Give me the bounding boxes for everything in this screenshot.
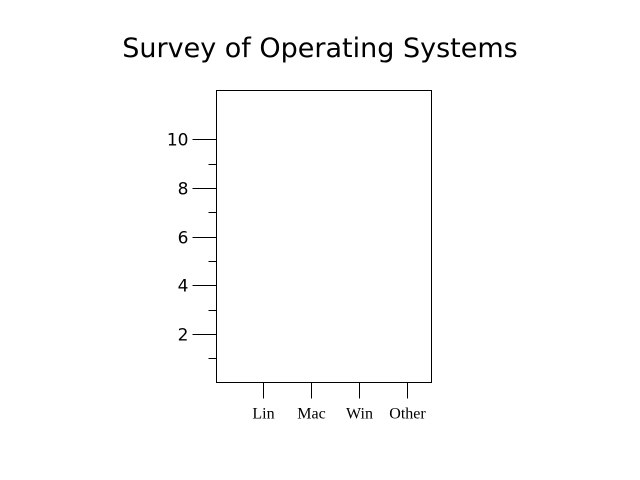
x-tick-label: Win bbox=[346, 406, 373, 423]
y-axis: 2 4 6 8 10 bbox=[167, 131, 217, 359]
x-tick-label: Mac bbox=[297, 406, 325, 423]
chart-title: Survey of Operating Systems bbox=[122, 33, 517, 64]
y-tick-label: 8 bbox=[178, 180, 189, 200]
y-tick-label: 6 bbox=[178, 229, 189, 249]
x-tick-label: Lin bbox=[252, 406, 274, 423]
y-tick-label: 2 bbox=[178, 326, 189, 346]
y-tick-label: 4 bbox=[178, 277, 189, 297]
x-tick-label: Other bbox=[389, 406, 426, 423]
plot-frame bbox=[216, 90, 432, 383]
x-axis: Lin Mac Win Other bbox=[252, 382, 426, 423]
y-tick-label: 10 bbox=[167, 131, 189, 151]
